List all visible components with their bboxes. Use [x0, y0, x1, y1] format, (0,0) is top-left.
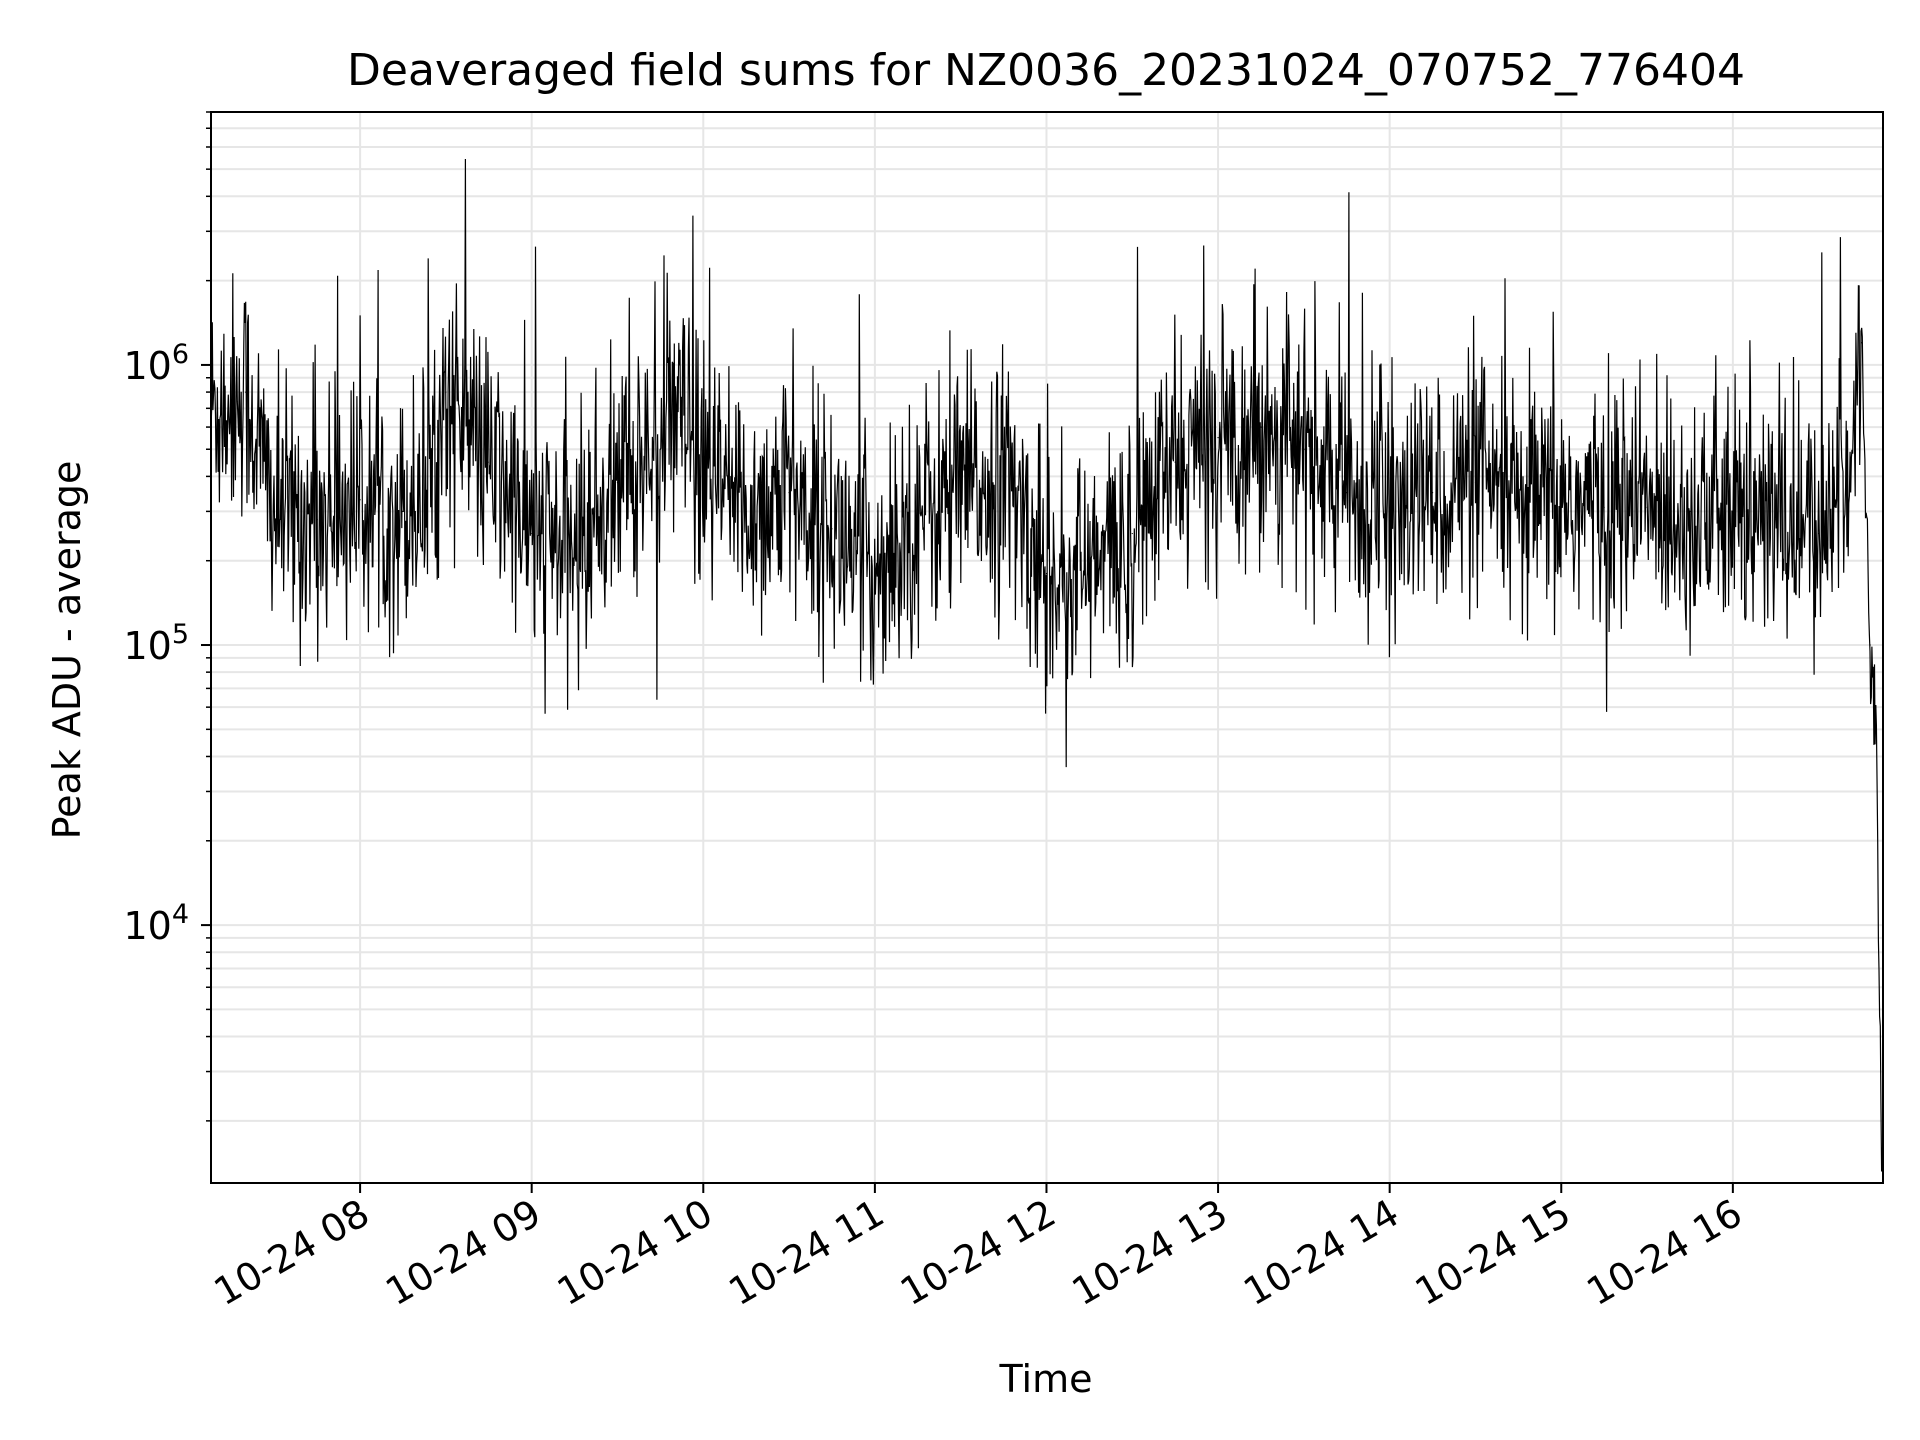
series-point: [1875, 706, 1877, 708]
series-point: [402, 510, 404, 512]
x-axis-label: Time: [999, 1357, 1093, 1401]
series-point: [1217, 437, 1219, 439]
series-point: [1869, 644, 1871, 646]
y-tick-label: 105: [123, 619, 189, 668]
series-point: [702, 475, 704, 477]
series-point: [616, 482, 619, 484]
y-tick-base: 10: [123, 904, 171, 948]
series-point: [874, 572, 876, 575]
y-tick-exponent: 5: [172, 619, 189, 650]
y-tick-base: 10: [123, 624, 171, 668]
series-point: [1646, 506, 1648, 508]
series-point: [1818, 532, 1820, 535]
series-point: [1560, 502, 1562, 505]
series-point: [745, 510, 747, 512]
series-point: [1689, 510, 1691, 512]
series-point: [1474, 482, 1477, 484]
series-point: [359, 499, 361, 501]
series-point: [1775, 519, 1777, 521]
series-point: [1303, 448, 1305, 450]
series-point: [659, 448, 661, 450]
y-tick-label: 104: [123, 899, 189, 948]
y-tick-exponent: 4: [172, 899, 189, 930]
series-point: [1517, 510, 1519, 512]
y-tick-base: 10: [123, 344, 171, 388]
series-point: [1131, 532, 1133, 535]
y-tick-exponent: 6: [172, 339, 189, 370]
series-point: [1431, 492, 1434, 494]
series-point: [1860, 342, 1863, 344]
series-point: [1260, 426, 1262, 428]
series-point: [316, 519, 318, 521]
series-layer: [210, 158, 1883, 1172]
series-point: [445, 391, 447, 393]
series-point: [1732, 519, 1734, 521]
series-point: [788, 492, 790, 494]
y-tick-label: 106: [123, 339, 189, 388]
series-point: [679, 416, 682, 418]
series-point: [1846, 475, 1848, 477]
chart-title: Deaveraged field sums for NZ0036_2023102…: [347, 45, 1745, 96]
series-point: [1045, 572, 1048, 575]
y-axis-label: Peak ADU - average: [45, 461, 89, 840]
series-point: [960, 492, 962, 494]
series-point: [573, 548, 576, 550]
series-point: [1346, 492, 1348, 494]
series-point: [1389, 519, 1391, 521]
series-point: [488, 461, 490, 463]
series-point: [531, 532, 533, 535]
series-line: [210, 158, 1883, 1172]
series-point: [1174, 461, 1176, 463]
series-point: [917, 510, 919, 512]
series-point: [1603, 506, 1605, 508]
series-point: [1088, 572, 1090, 575]
series-point: [273, 510, 275, 512]
series-point: [1002, 475, 1005, 477]
series-point: [245, 391, 247, 393]
series-point: [1880, 1147, 1883, 1149]
series-point: [430, 482, 433, 484]
series-point: [831, 528, 833, 530]
